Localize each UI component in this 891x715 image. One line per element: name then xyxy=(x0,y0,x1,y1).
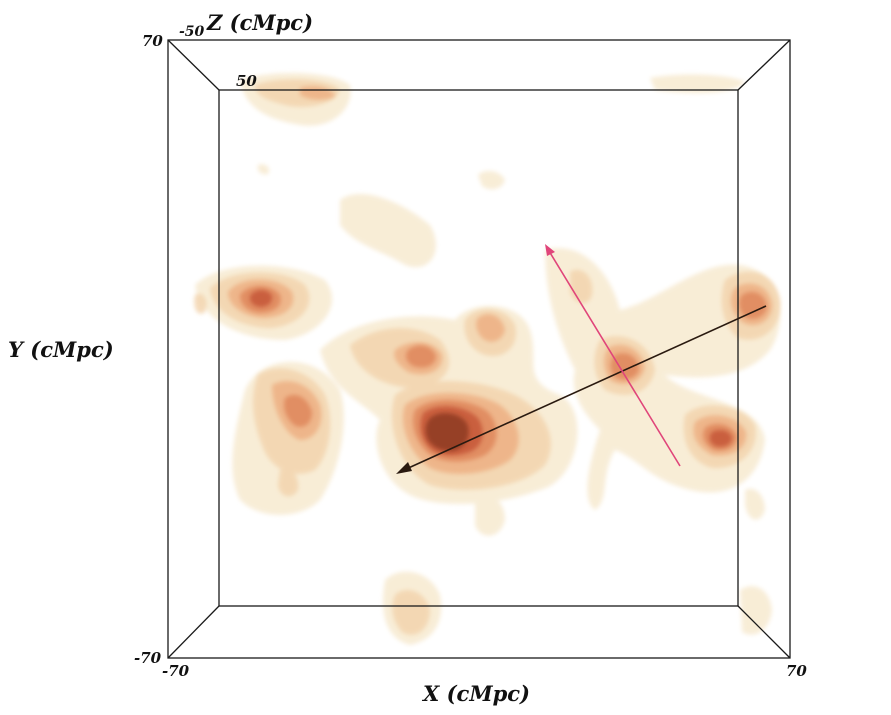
y-max-tick: 70 xyxy=(142,32,163,50)
box-back-face xyxy=(218,89,739,607)
black-arrow xyxy=(403,305,767,471)
y-min-tick: -70 xyxy=(134,649,162,667)
y-axis-title: Y (cMpc) xyxy=(8,337,114,362)
box-edge-top-right xyxy=(737,39,791,91)
box-edge-bottom-right xyxy=(737,605,791,659)
pink-arrow xyxy=(548,250,681,467)
pink-arrowhead xyxy=(545,244,555,256)
x-min-tick: -70 xyxy=(162,662,190,680)
box-edge-top-left xyxy=(167,39,220,91)
bounding-box xyxy=(167,39,791,659)
density-contours xyxy=(194,73,781,645)
z-axis-title: Z (cMpc) xyxy=(206,10,313,35)
z-far-tick: 50 xyxy=(236,72,257,90)
direction-arrows xyxy=(396,244,767,474)
outer-envelope-layer xyxy=(195,73,780,645)
box-edge-bottom-left xyxy=(167,605,220,659)
x-max-tick: 70 xyxy=(786,662,807,680)
black-arrowhead xyxy=(396,462,412,474)
x-axis-title: X (cMpc) xyxy=(421,681,530,706)
z-near-tick: -50 xyxy=(179,24,205,40)
box-front-face xyxy=(167,39,791,659)
core-layer xyxy=(425,413,469,451)
